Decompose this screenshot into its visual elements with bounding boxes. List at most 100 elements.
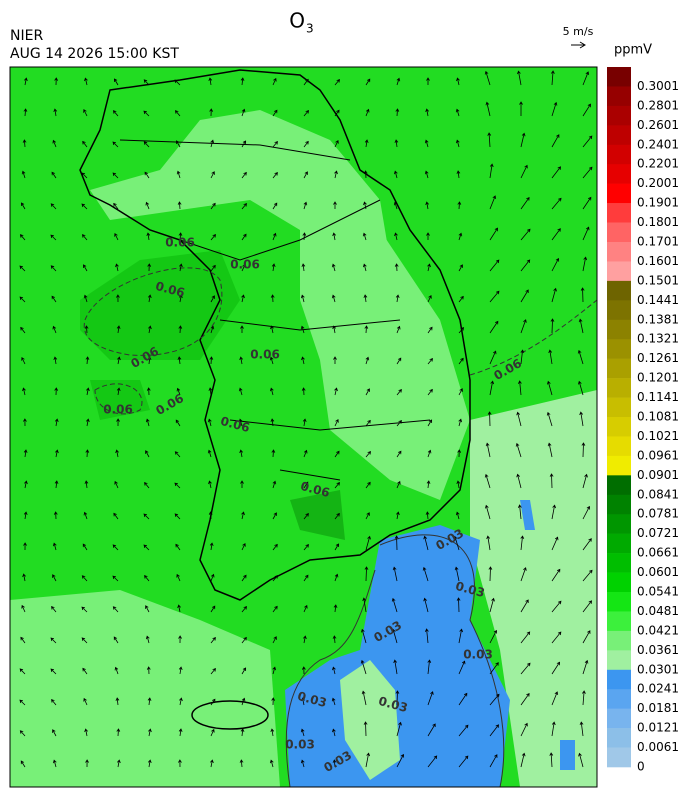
wind-arrow: [82, 140, 88, 148]
wind-arrow: [489, 227, 498, 241]
wind-arrow: [179, 263, 183, 272]
wind-arrow: [424, 170, 429, 179]
wind-arrow: [516, 411, 522, 427]
wind-arrow: [427, 358, 433, 365]
wind-arrow: [395, 690, 400, 706]
wind-arrow: [241, 108, 246, 117]
wind-arrow: [364, 139, 369, 148]
wind-arrow: [82, 667, 88, 675]
wind-arrow: [84, 480, 89, 489]
wind-arrow: [112, 544, 119, 551]
wind-arrow: [209, 356, 214, 365]
wind-arrow: [396, 325, 401, 334]
colorbar-box: [607, 67, 631, 87]
wind-arrow: [148, 325, 152, 334]
wind-arrow: [19, 296, 26, 303]
wind-arrow: [270, 728, 275, 737]
wind-arrow: [396, 388, 402, 396]
colorbar-box: [607, 261, 631, 282]
wind-arrow: [52, 139, 57, 148]
wind-arrow: [81, 575, 88, 582]
wind-arrow: [427, 263, 431, 272]
wind-arrow: [458, 692, 468, 706]
wind-arrow: [456, 480, 461, 489]
wind-arrow: [396, 450, 402, 458]
wind-key-arrow: [571, 41, 586, 49]
field-blue: [520, 500, 575, 770]
colorbar-box: [607, 592, 631, 612]
wind-arrow: [19, 730, 26, 737]
field-dark: [80, 250, 240, 360]
field-light: [10, 590, 280, 787]
contour-label: 0.06: [230, 258, 260, 272]
wind-arrow: [582, 226, 590, 241]
wind-arrow: [178, 759, 182, 768]
wind-arrow: [50, 637, 57, 644]
wind-arrow: [550, 70, 555, 86]
map: 0.060.060.060.06 0.060.060.060.060.060.06…: [10, 67, 597, 787]
wind-arrow: [363, 721, 368, 737]
wind-arrow: [457, 201, 462, 210]
wind-arrow: [334, 170, 338, 179]
colorbar-label: 0.1321: [637, 332, 679, 346]
colorbar-box: [607, 319, 631, 340]
wind-arrow: [22, 573, 26, 582]
wind-arrow: [303, 574, 309, 582]
wind-arrow: [145, 605, 150, 613]
colorbar-label: 0.3001: [637, 79, 679, 93]
wind-arrow: [210, 636, 216, 644]
wind-arrow: [579, 721, 584, 737]
wind-arrow: [272, 575, 279, 582]
wind-arrow: [582, 630, 591, 644]
colorbar-box: [607, 650, 631, 671]
wind-arrow: [427, 388, 433, 396]
wind-arrow: [551, 600, 562, 613]
wind-arrow: [488, 566, 493, 582]
wind-arrow: [147, 263, 152, 272]
wind-arrow: [582, 135, 593, 148]
wind-arrow: [272, 636, 277, 644]
wind-arrow: [270, 325, 274, 334]
agency: NIER: [10, 28, 43, 44]
wind-arrow: [114, 666, 119, 675]
wind-arrow: [485, 504, 491, 520]
wind-arrow: [116, 759, 121, 768]
wind-arrow: [113, 202, 119, 210]
wind-arrow: [86, 387, 90, 396]
wind-arrow: [458, 660, 466, 675]
wind-arrow: [427, 659, 432, 675]
wind-arrow: [52, 325, 57, 334]
wind-arrow: [303, 110, 310, 117]
wind-arrow: [51, 295, 57, 303]
wind-arrow: [361, 690, 367, 706]
colorbar-label: 0.0361: [637, 643, 679, 657]
wind-arrow: [395, 108, 400, 117]
wind-arrow: [363, 170, 368, 179]
wind-arrow: [117, 356, 121, 365]
wind-arrow: [332, 232, 337, 241]
wind-arrow: [520, 692, 530, 706]
wind-arrow: [145, 635, 150, 644]
wind-arrow: [303, 449, 308, 458]
wind-arrow: [143, 513, 150, 520]
wind-arrow: [21, 357, 26, 365]
wind-arrow: [303, 78, 309, 86]
wind-arrow: [210, 139, 215, 148]
wind-arrow: [272, 171, 278, 179]
wind-arrow: [392, 566, 398, 582]
wind-arrow: [116, 418, 120, 427]
wind-arrow: [147, 294, 152, 303]
wind-arrow: [454, 566, 460, 582]
wind-arrow: [240, 325, 244, 334]
wind-arrow: [146, 232, 151, 241]
wind-arrow: [365, 356, 370, 365]
wind-arrow: [458, 628, 464, 644]
wind-arrow: [175, 419, 181, 427]
wind-arrow: [362, 232, 367, 241]
wind-arrow: [365, 419, 371, 427]
wind-arrow: [365, 752, 371, 768]
colorbar-box: [607, 514, 631, 534]
colorbar-label: 0.1441: [637, 293, 679, 307]
wind-arrow: [395, 294, 400, 303]
